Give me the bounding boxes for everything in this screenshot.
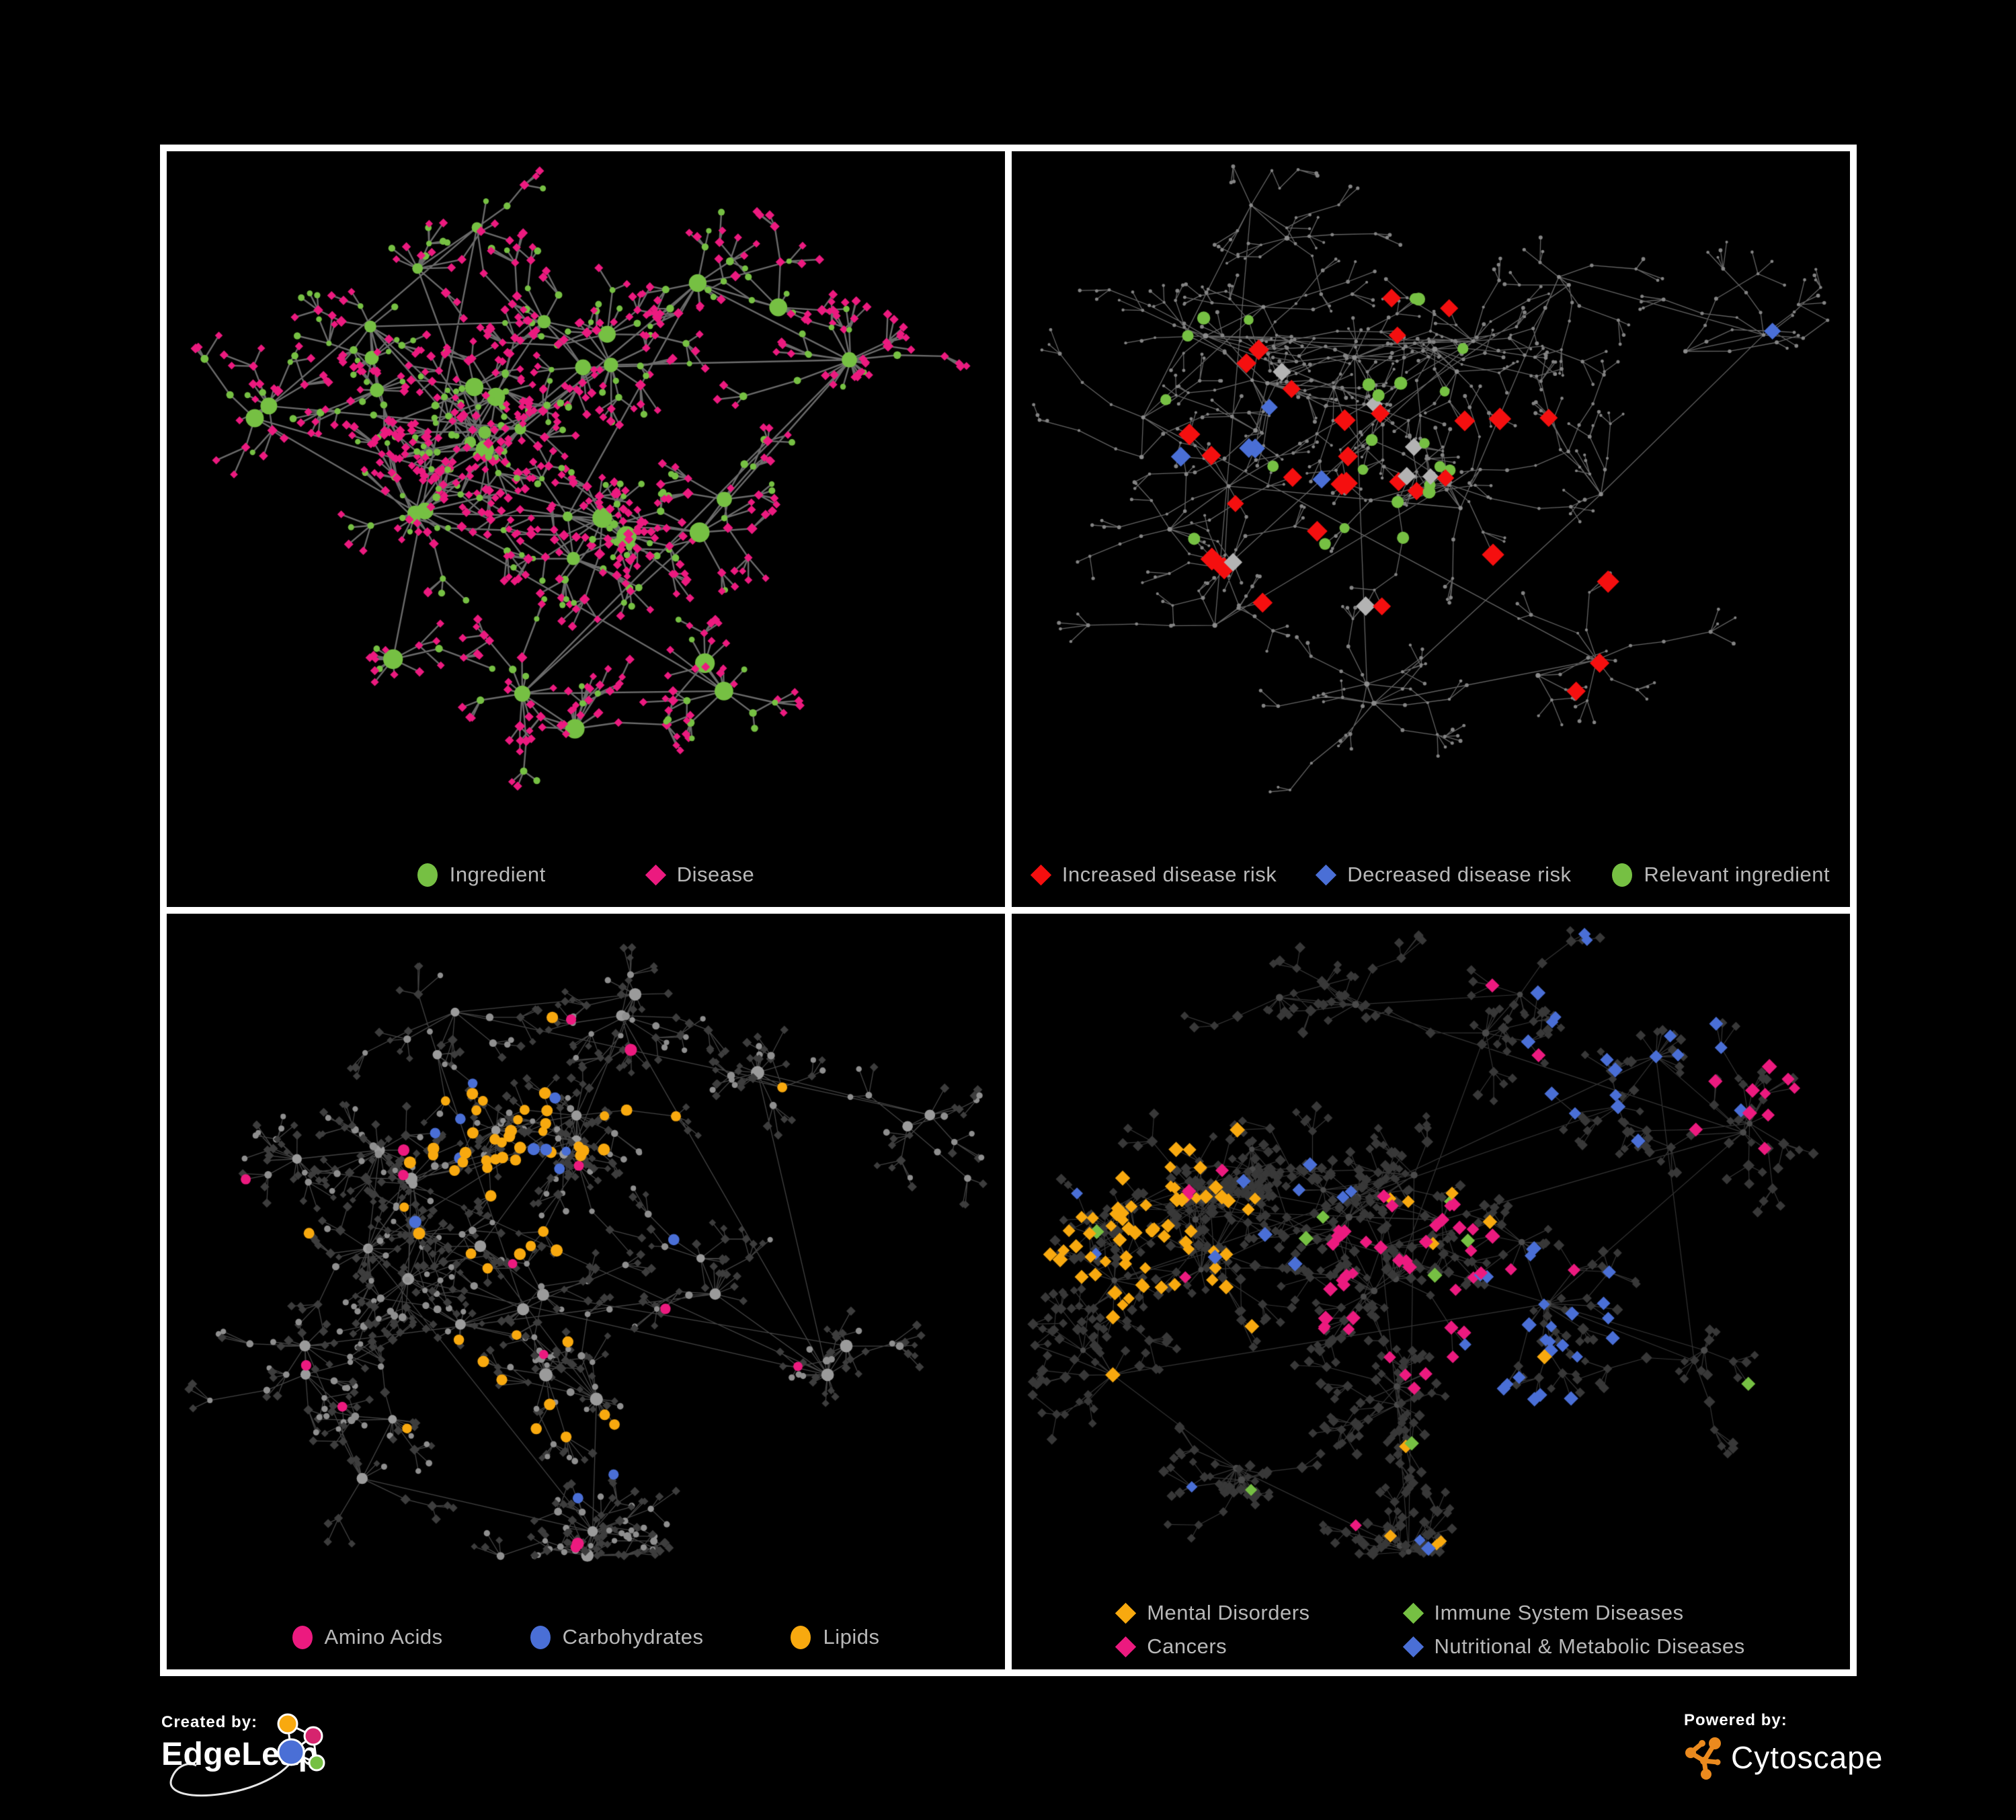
legend-label: Nutritional & Metabolic Diseases xyxy=(1434,1634,1745,1658)
created-by-label: Created by: xyxy=(161,1713,258,1731)
cytoscape-credit: Powered by: Cytosc xyxy=(1684,1711,1886,1792)
legend-item-increased-risk: Increased disease risk xyxy=(1030,863,1277,887)
legend-item-carbohydrates: Carbohydrates xyxy=(530,1625,704,1649)
lipids-swatch-icon xyxy=(791,1625,811,1649)
network-canvas-ingredient-disease xyxy=(167,151,1005,907)
powered-by-label: Powered by: xyxy=(1684,1711,1787,1729)
mental-disorders-swatch-icon xyxy=(1115,1602,1137,1624)
legend-item-nutritional-metabolic: Nutritional & Metabolic Diseases xyxy=(1402,1634,1745,1659)
legend-label: Relevant ingredient xyxy=(1644,863,1830,886)
legend-item-lipids: Lipids xyxy=(791,1625,879,1649)
increased-risk-swatch-icon xyxy=(1030,864,1052,885)
legend-label: Decreased disease risk xyxy=(1347,863,1572,886)
panel-nutrient-classes: Amino Acids Carbohydrates Lipids xyxy=(167,914,1005,1669)
legend-item-amino-acids: Amino Acids xyxy=(292,1625,443,1649)
edgeleap-logo xyxy=(169,1713,325,1796)
decreased-risk-swatch-icon xyxy=(1316,864,1337,885)
legend-label: Immune System Diseases xyxy=(1434,1601,1684,1624)
panel-grid: Ingredient Disease Increased disease ris… xyxy=(160,145,1857,1676)
legend-label: Lipids xyxy=(823,1625,880,1649)
ingredient-swatch-icon xyxy=(417,863,438,887)
nutritional-metabolic-swatch-icon xyxy=(1402,1636,1424,1657)
panel-disease-classes: Mental Disorders Immune System Diseases … xyxy=(1012,914,1850,1669)
legend-item-disease: Disease xyxy=(645,863,755,887)
legend-item-mental-disorders: Mental Disorders xyxy=(1115,1601,1310,1625)
network-canvas-nutrient-classes xyxy=(167,914,1005,1669)
edgeleap-node-green xyxy=(308,1754,325,1772)
legend-label: Carbohydrates xyxy=(562,1625,704,1649)
legend-label: Increased disease risk xyxy=(1061,863,1277,886)
immune-diseases-swatch-icon xyxy=(1402,1602,1424,1624)
legend-item-decreased-risk: Decreased disease risk xyxy=(1316,863,1572,887)
relevant-ingredient-swatch-icon xyxy=(1611,863,1632,887)
legend-item-cancers: Cancers xyxy=(1115,1634,1309,1659)
legend-label: Ingredient xyxy=(449,863,546,886)
disease-swatch-icon xyxy=(645,864,666,885)
edgeleap-node-orange xyxy=(277,1713,298,1735)
legend-label: Disease xyxy=(676,863,755,886)
legend-nutrient-classes: Amino Acids Carbohydrates Lipids xyxy=(167,1625,1005,1649)
cancers-swatch-icon xyxy=(1115,1636,1137,1657)
cytoscape-brand: Cytoscape xyxy=(1731,1740,1884,1775)
legend-item-relevant-ingredient: Relevant ingredient xyxy=(1611,863,1830,887)
amino-acids-swatch-icon xyxy=(292,1625,313,1649)
legend-disease-risk: Increased disease risk Decreased disease… xyxy=(1012,863,1850,887)
network-canvas-disease-classes xyxy=(1012,914,1850,1669)
legend-label: Mental Disorders xyxy=(1147,1601,1310,1624)
carbohydrates-swatch-icon xyxy=(530,1625,551,1649)
legend-item-ingredient: Ingredient xyxy=(417,863,546,887)
edgeleap-node-blue xyxy=(277,1738,305,1766)
legend-label: Cancers xyxy=(1147,1634,1227,1658)
edgeleap-node-pink xyxy=(303,1726,323,1746)
network-canvas-disease-risk xyxy=(1012,151,1850,907)
cytoscape-logo-icon xyxy=(1685,1737,1721,1780)
legend-ingredient-disease: Ingredient Disease xyxy=(167,863,1005,887)
panel-ingredient-disease: Ingredient Disease xyxy=(167,151,1005,907)
legend-label: Amino Acids xyxy=(324,1625,443,1649)
legend-item-immune-diseases: Immune System Diseases xyxy=(1402,1601,1745,1625)
legend-disease-classes: Mental Disorders Immune System Diseases … xyxy=(1115,1601,1745,1659)
edgeleap-credit: Created by: EdgeLeap xyxy=(161,1713,477,1814)
panel-disease-risk: Increased disease risk Decreased disease… xyxy=(1012,151,1850,907)
